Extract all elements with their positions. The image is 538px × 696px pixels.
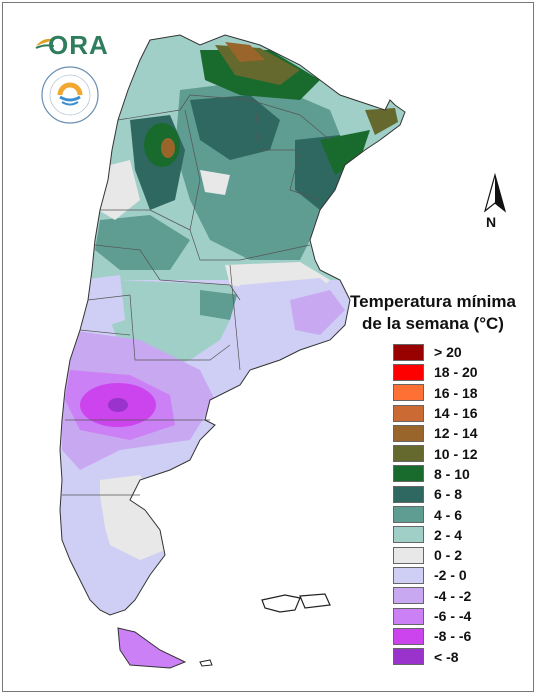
tierra-del-fuego xyxy=(117,627,187,669)
malvinas-islands xyxy=(261,593,331,613)
legend-label: -8 - -6 xyxy=(434,628,472,645)
legend-swatch xyxy=(393,343,424,361)
legend-label: 8 - 10 xyxy=(434,465,470,482)
smn-seal-icon xyxy=(41,66,99,124)
legend-items: > 20 18 - 20 16 - 18 14 - 16 12 - 14 10 … xyxy=(393,342,523,667)
legend-label: 2 - 4 xyxy=(434,526,463,543)
legend-item: 4 - 6 xyxy=(393,504,523,524)
legend-title-line1: Temperatura mínima xyxy=(350,292,516,311)
legend-label: < -8 xyxy=(434,648,459,665)
legend-item: < -8 xyxy=(393,646,523,666)
north-arrow xyxy=(483,172,513,233)
legend-item: 10 - 12 xyxy=(393,443,523,463)
legend-swatch xyxy=(393,546,424,564)
legend-label: -2 - 0 xyxy=(434,567,467,584)
ora-logo: ORA xyxy=(34,28,108,60)
ora-leaf-icon xyxy=(35,38,54,49)
legend-title-line2: de la semana (°C) xyxy=(362,314,504,333)
legend-item: 0 - 2 xyxy=(393,545,523,565)
legend-item: -4 - -2 xyxy=(393,586,523,606)
legend-label: -4 - -2 xyxy=(434,587,472,604)
legend-item: -6 - -4 xyxy=(393,606,523,626)
smn-seal xyxy=(40,65,100,125)
legend-item: 16 - 18 xyxy=(393,383,523,403)
mainland-outline xyxy=(59,34,406,616)
legend-item: 2 - 4 xyxy=(393,525,523,545)
legend-swatch xyxy=(393,363,424,381)
legend-label: -6 - -4 xyxy=(434,608,472,624)
legend-swatch xyxy=(393,627,424,645)
legend-swatch xyxy=(393,566,424,584)
legend-label: 6 - 8 xyxy=(434,486,463,503)
legend-swatch xyxy=(393,485,424,503)
legend-item: 12 - 14 xyxy=(393,423,523,443)
ora-logo-text: ORA xyxy=(48,30,109,60)
legend-label: 16 - 18 xyxy=(434,384,478,401)
isla-estados xyxy=(199,659,213,667)
legend-item: 8 - 10 xyxy=(393,464,523,484)
legend-label: 0 - 2 xyxy=(434,547,463,564)
legend-label: > 20 xyxy=(434,344,462,361)
legend-label: 14 - 16 xyxy=(434,405,478,422)
province-borders xyxy=(62,94,331,496)
legend-item: -8 - -6 xyxy=(393,626,523,646)
legend-swatch xyxy=(393,404,424,422)
legend-swatch xyxy=(393,384,424,402)
legend-item: -2 - 0 xyxy=(393,565,523,585)
legend-item: 18 - 20 xyxy=(393,362,523,382)
legend-label: 12 - 14 xyxy=(434,425,478,442)
legend-swatch xyxy=(393,424,424,442)
north-label: N xyxy=(486,214,497,230)
legend-label: 18 - 20 xyxy=(434,364,478,381)
legend-label: 10 - 12 xyxy=(434,445,478,462)
legend-item: 6 - 8 xyxy=(393,484,523,504)
legend-item: 14 - 16 xyxy=(393,403,523,423)
legend-swatch xyxy=(393,648,424,666)
legend-label: 4 - 6 xyxy=(434,506,463,523)
legend-swatch xyxy=(393,465,424,483)
legend-item: > 20 xyxy=(393,342,523,362)
north-arrow-icon xyxy=(483,172,507,213)
legend-swatch xyxy=(393,445,424,463)
legend: Temperatura mínima de la semana (°C) > 2… xyxy=(343,291,523,667)
legend-swatch xyxy=(393,607,424,625)
legend-swatch xyxy=(393,526,424,544)
legend-swatch xyxy=(393,506,424,524)
legend-swatch xyxy=(393,587,424,605)
